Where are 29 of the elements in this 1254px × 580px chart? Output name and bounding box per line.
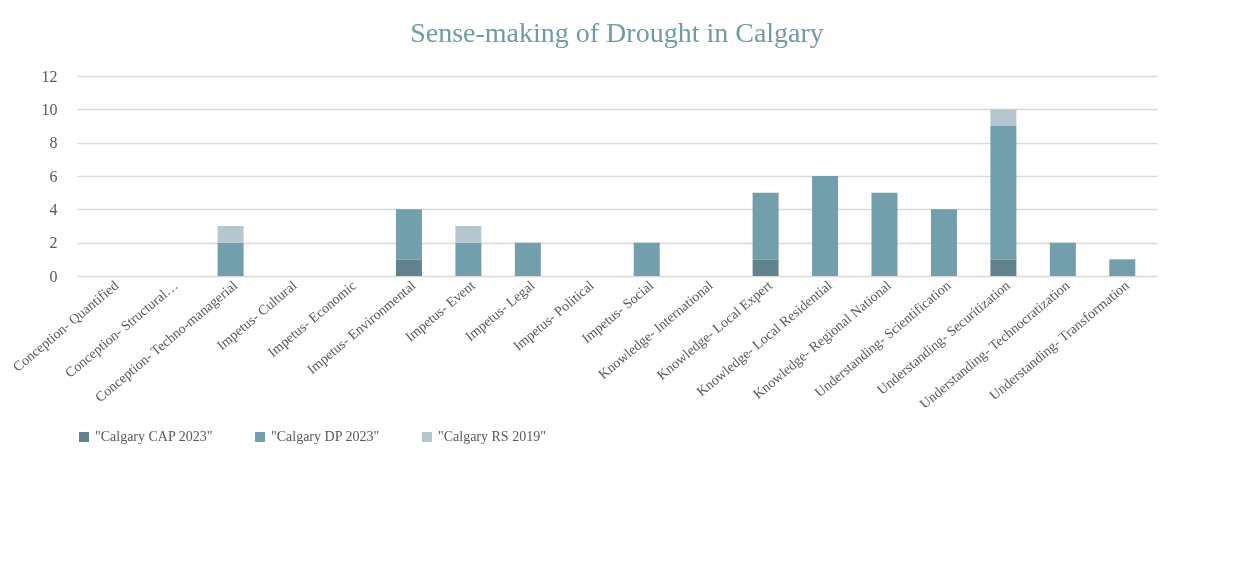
y-tick-label: 6 xyxy=(49,167,58,185)
legend-label: "Calgary RS 2019" xyxy=(438,429,546,444)
bar xyxy=(217,226,244,243)
bar xyxy=(217,242,244,276)
legend-label: "Calgary CAP 2023" xyxy=(95,429,213,444)
y-tick-label: 2 xyxy=(49,234,58,252)
bar xyxy=(752,192,779,260)
bar xyxy=(752,259,779,276)
y-tick-label: 4 xyxy=(49,200,58,218)
bar xyxy=(812,176,839,276)
bar xyxy=(990,109,1017,126)
bar xyxy=(1109,259,1136,276)
bar xyxy=(455,242,482,276)
bar xyxy=(395,209,422,260)
chart-title: Sense-making of Drought in Calgary xyxy=(410,17,824,48)
y-tick-label: 0 xyxy=(49,267,58,285)
bar xyxy=(395,259,422,276)
bar xyxy=(990,259,1017,276)
bar xyxy=(1049,242,1076,276)
bar xyxy=(930,209,957,276)
bar xyxy=(871,192,898,276)
bar xyxy=(990,126,1017,260)
legend-label: "Calgary DP 2023" xyxy=(271,429,380,444)
y-tick-label: 10 xyxy=(41,100,58,118)
y-tick-label: 12 xyxy=(41,67,58,85)
bar xyxy=(633,242,660,276)
y-tick-label: 8 xyxy=(49,134,58,152)
bar xyxy=(514,242,541,276)
bar xyxy=(455,226,482,243)
